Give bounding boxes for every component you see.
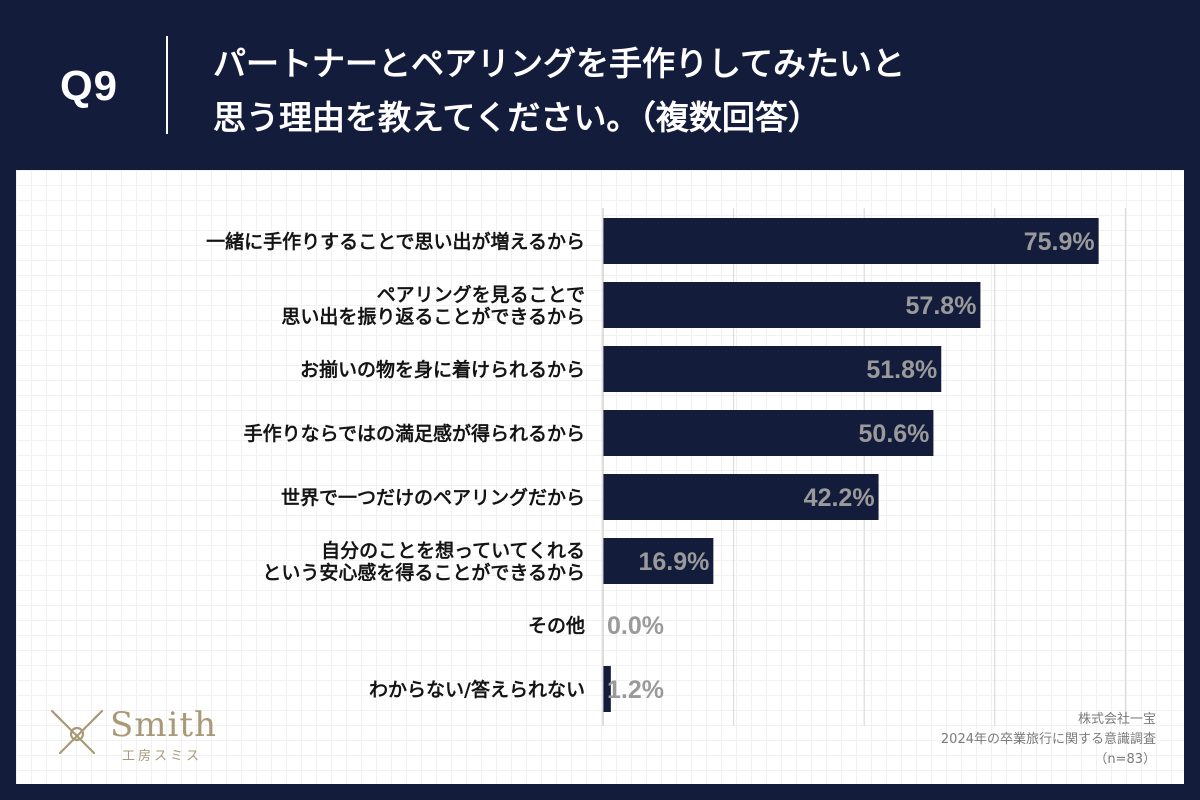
category-label-1-0: ペアリングを見ることで (377, 283, 585, 306)
category-label-1-1: 思い出を振り返ることができるから (281, 305, 585, 328)
chart-panel: 一緒に手作りすることで思い出が増えるから 75.9% ペアリングを見ることで 思い出を… (16, 170, 1184, 784)
category-label-7-0: わからない/答えられない (369, 678, 585, 701)
category-label-5-1: という安心感を得ることができるから (262, 561, 585, 584)
category-label-0-0: 一緒に手作りすることで思い出が増えるから (206, 230, 585, 253)
category-label-3-0: 手作りならではの満足感が得られるから (244, 422, 585, 445)
category-label-6-0: その他 (528, 614, 585, 637)
logo-wordmark: Smith (110, 705, 217, 745)
question-title: パートナーとペアリングを手作りしてみたいと 思う理由を教えてください。（複数回答… (213, 37, 905, 145)
header-divider (166, 36, 168, 134)
category-label-5-0: 自分のことを想っていてくれる (321, 539, 585, 562)
question-title-line-1: パートナーとペアリングを手作りしてみたいと (213, 44, 906, 83)
value-label-4: 42.2% (804, 484, 875, 512)
question-number: Q9 (60, 62, 119, 109)
source-credits: 株式会社一宝 2024年の卒業旅行に関する意識調査 （n=83） (941, 710, 1156, 770)
source-company: 株式会社一宝 (1077, 712, 1156, 727)
value-label-2: 51.8% (866, 356, 937, 384)
value-label-7: 1.2% (607, 676, 664, 704)
bar-chart: 一緒に手作りすることで思い出が増えるから 75.9% ペアリングを見ることで思い出を… (206, 208, 1126, 726)
value-label-0: 75.9% (1024, 228, 1095, 256)
bar-7 (603, 666, 611, 712)
category-label-2-0: お揃いの物を身に着けられるから (300, 358, 585, 381)
bar-2 (603, 346, 942, 392)
header: Q9 パートナーとペアリングを手作りしてみたいと 思う理由を教えてください。（複… (0, 0, 1200, 170)
source-sample: （n=83） (1094, 752, 1156, 767)
value-label-1: 57.8% (906, 292, 977, 320)
question-title-line-2: 思う理由を教えてください。（複数回答） (213, 98, 821, 137)
crossed-tools-icon (50, 709, 104, 755)
value-label-5: 16.9% (638, 548, 709, 576)
source-survey: 2024年の卒業旅行に関する意識調査 (940, 732, 1156, 747)
value-label-6: 0.0% (607, 612, 664, 640)
value-label-3: 50.6% (859, 420, 930, 448)
logo-subtitle: 工房スミス (122, 749, 203, 764)
smith-logo: Smith 工房スミス (48, 705, 238, 765)
bar-5 (603, 538, 714, 584)
category-label-4-0: 世界で一つだけのペアリングだから (281, 486, 585, 509)
bar-0 (603, 218, 1099, 264)
bar-3 (603, 410, 934, 456)
bar-4 (603, 474, 879, 520)
bar-1 (603, 282, 981, 328)
